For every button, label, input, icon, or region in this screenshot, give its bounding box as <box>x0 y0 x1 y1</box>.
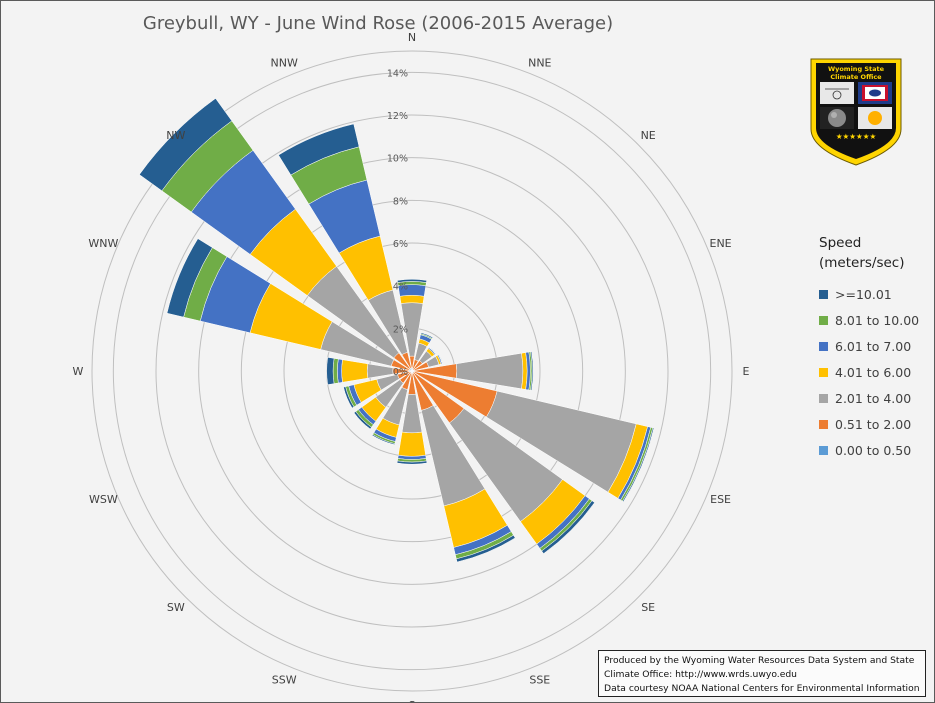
petal-ne-10-01 <box>428 346 437 355</box>
petal-wnw-10-01 <box>166 238 213 318</box>
petal-ene-10-01 <box>438 353 444 365</box>
legend-label: >=10.01 <box>835 286 892 302</box>
radial-tick-label: 0% <box>393 367 408 378</box>
petal-nw-10-01 <box>139 98 233 192</box>
direction-label-ene: ENE <box>710 237 732 250</box>
petal-w-10-01 <box>326 357 335 385</box>
legend-item: 0.00 to 0.50 <box>819 437 931 463</box>
petal-e-2-01-to-4-00 <box>455 352 524 390</box>
radial-tick-label: 6% <box>393 239 408 250</box>
direction-label-w: W <box>73 365 84 378</box>
direction-label-e: E <box>743 365 750 378</box>
petal-w-6-01-to-7-00 <box>337 358 343 384</box>
legend-label: 4.01 to 6.00 <box>835 364 912 380</box>
logo-stars: ★★★★★★ <box>836 132 877 141</box>
legend: Speed (meters/sec) >=10.01 8.01 to 10.00 6… <box>819 233 931 463</box>
radial-tick-label: 10% <box>387 154 408 165</box>
legend-swatch <box>819 367 828 377</box>
legend-label: 8.01 to 10.00 <box>835 312 920 328</box>
petal-s-10-01 <box>396 460 428 465</box>
credits-line1: Produced by the Wyoming Water Resources … <box>604 655 915 666</box>
legend-items: >=10.01 8.01 to 10.00 6.01 to 7.00 4.01 to … <box>819 281 931 463</box>
direction-label-ese: ESE <box>710 493 731 506</box>
radial-tick-label: 8% <box>393 196 408 207</box>
petal-sw-10-01 <box>353 411 372 430</box>
legend-item: >=10.01 <box>819 281 931 307</box>
direction-label-ne: NE <box>641 129 656 142</box>
grid-ring <box>283 242 541 500</box>
legend-title: Speed (meters/sec) <box>819 233 931 273</box>
petal-n-4-01-to-6-00 <box>399 295 425 304</box>
legend-item: 0.51 to 2.00 <box>819 411 931 437</box>
petal-w-4-01-to-6-00 <box>341 359 369 383</box>
grid-ring <box>91 50 733 692</box>
wind-petals <box>139 98 655 563</box>
radial-tick-label: 4% <box>393 282 408 293</box>
radial-tick-label: 2% <box>393 324 408 335</box>
legend-label: 2.01 to 4.00 <box>835 390 912 406</box>
direction-label-wsw: WSW <box>89 493 118 506</box>
legend-swatch <box>819 315 828 325</box>
petal-w-2-01-to-4-00 <box>366 363 394 379</box>
legend-item: 4.01 to 6.00 <box>819 359 931 385</box>
direction-labels: N NNE NE ENE E ESE SE SSE S SSW SW WSW W WNW NW NNW <box>73 31 750 702</box>
direction-label-s: S <box>409 699 416 702</box>
credits-line3: Data courtesy NOAA National Centers for … <box>604 683 920 694</box>
legend-item: 2.01 to 4.00 <box>819 385 931 411</box>
petal-nne-10-01 <box>420 332 434 339</box>
legend-swatch <box>819 445 828 455</box>
radial-tick-label: 14% <box>387 68 408 79</box>
grid-ring <box>112 71 712 671</box>
logo-text-line2: Climate Office <box>830 73 882 81</box>
direction-label-nw: NW <box>166 129 185 142</box>
direction-label-nne: NNE <box>528 56 551 69</box>
petal-ese-10-01 <box>622 427 655 503</box>
radial-tick-label: 12% <box>387 111 408 122</box>
credits-line2: Climate Office: http://www.wrds.uwyo.edu <box>604 669 798 680</box>
petal-se-10-01 <box>541 500 595 554</box>
legend-swatch <box>819 393 828 403</box>
direction-label-nnw: NNW <box>271 56 298 69</box>
legend-title-line2: (meters/sec) <box>819 255 905 271</box>
grid-ring <box>155 114 669 628</box>
petal-ssw-10-01 <box>371 434 396 446</box>
credits-box: Produced by the Wyoming Water Resources … <box>598 650 926 697</box>
direction-label-sw: SW <box>167 601 185 614</box>
legend-swatch <box>819 341 828 351</box>
petal-nnw-10-01 <box>278 123 360 176</box>
wyoming-state-climate-office-logo: Wyoming State Climate Office ★★★★★★ <box>810 58 902 166</box>
radial-tick-labels: 0% 2% 4% 6% 8% 10% 12% 14% <box>387 68 408 378</box>
legend-label: 0.51 to 2.00 <box>835 416 912 432</box>
petal-w-8-01-to-10-00 <box>332 358 339 384</box>
radial-grid <box>91 50 733 692</box>
petal-sse-10-01 <box>456 534 516 563</box>
direction-label-se: SE <box>641 601 655 614</box>
direction-label-sse: SSE <box>529 674 550 687</box>
grid-ring <box>240 199 584 543</box>
chart-title: Greybull, WY - June Wind Rose (2006-2015… <box>143 13 613 34</box>
legend-title-line1: Speed <box>819 235 862 251</box>
legend-item: 8.01 to 10.00 <box>819 307 931 333</box>
petal-wsw-10-01 <box>343 386 355 409</box>
legend-label: 6.01 to 7.00 <box>835 338 912 354</box>
legend-swatch <box>819 289 828 299</box>
direction-label-ssw: SSW <box>272 674 297 687</box>
legend-label: 0.00 to 0.50 <box>835 442 912 458</box>
logo-text-line1: Wyoming State <box>828 65 885 73</box>
grid-ring <box>198 157 626 585</box>
legend-swatch <box>819 419 828 429</box>
petal-s-4-01-to-6-00 <box>398 431 426 457</box>
direction-label-n: N <box>408 31 416 44</box>
direction-label-wnw: WNW <box>88 237 118 250</box>
legend-item: 6.01 to 7.00 <box>819 333 931 359</box>
petal-e-10-01 <box>530 351 534 391</box>
petal-n-10-01 <box>397 279 427 283</box>
